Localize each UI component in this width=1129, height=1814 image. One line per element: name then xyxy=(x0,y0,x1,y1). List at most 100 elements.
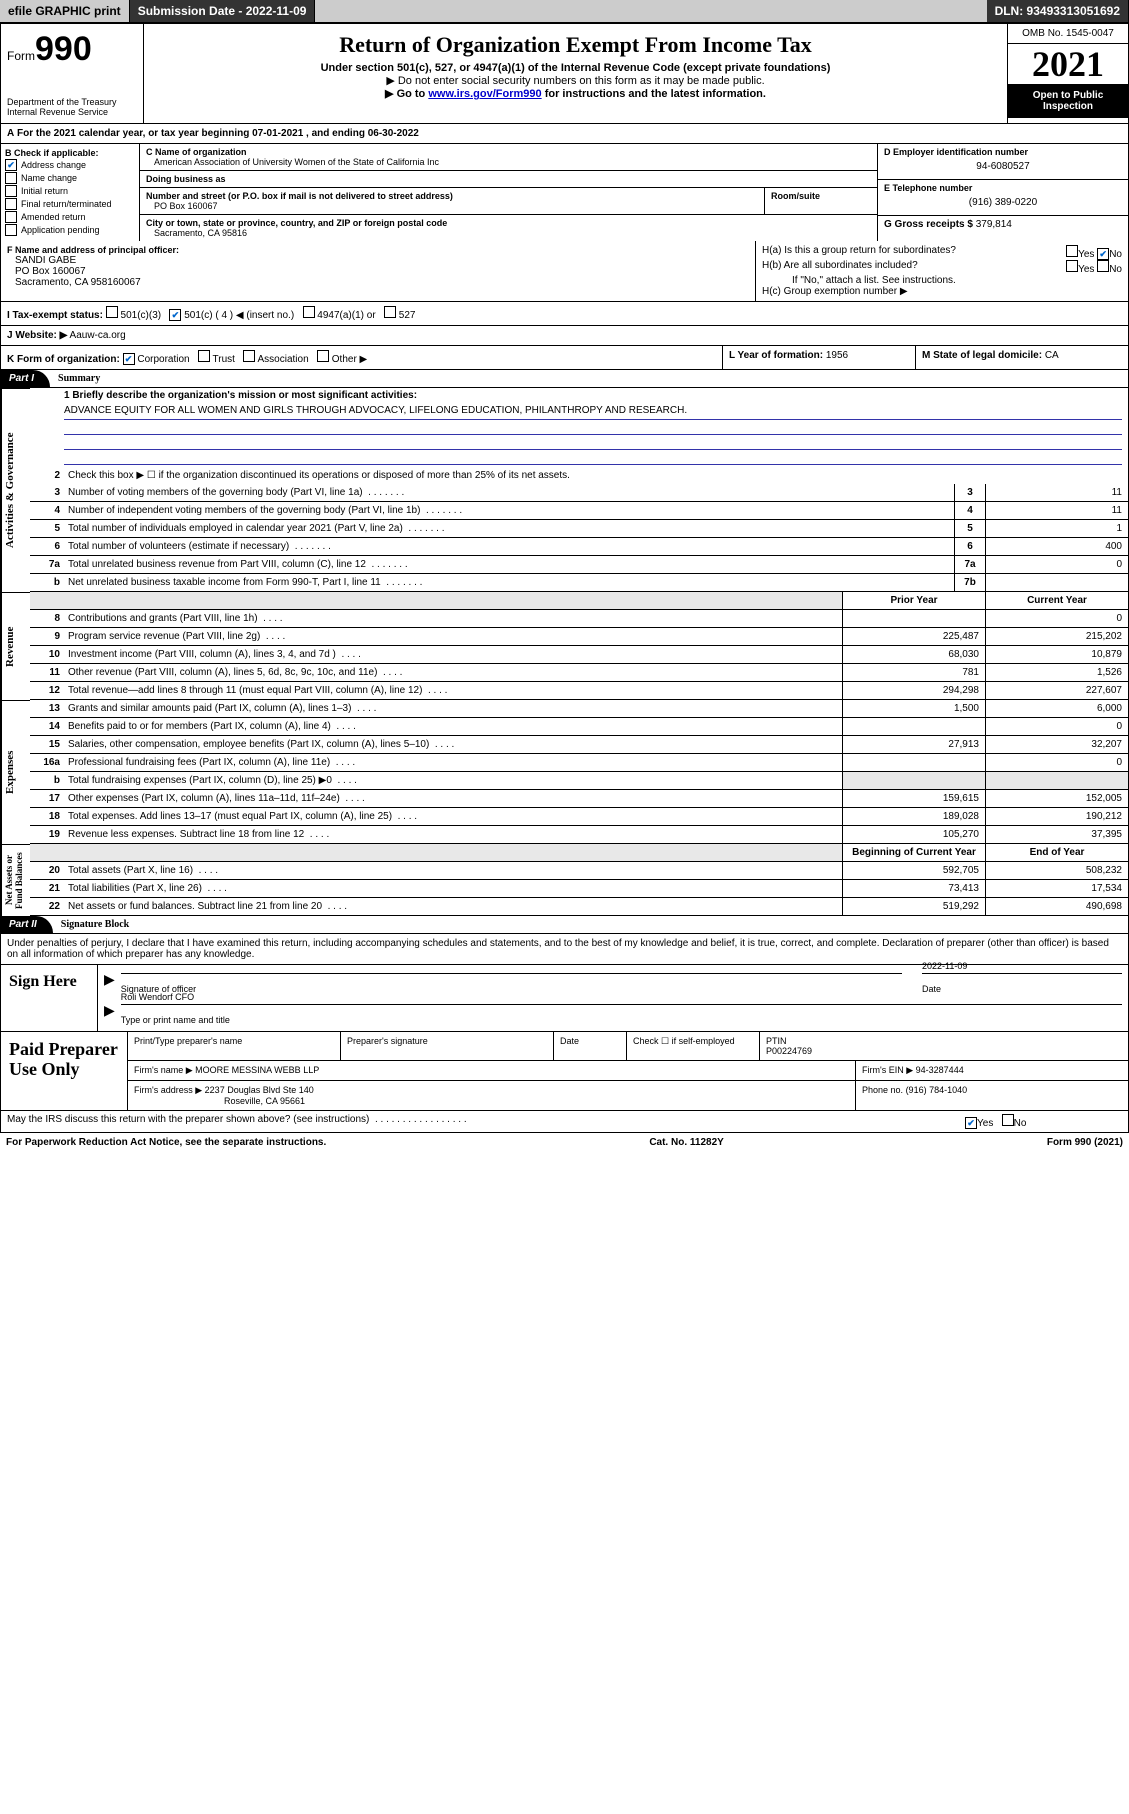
ein-value: 94-6080527 xyxy=(884,157,1122,176)
sign-here-label: Sign Here xyxy=(1,965,97,1031)
irs-label: Internal Revenue Service xyxy=(7,107,137,117)
e-label: E Telephone number xyxy=(884,183,1122,193)
prep-date-label: Date xyxy=(554,1032,627,1060)
col-prior: Prior Year xyxy=(842,592,985,609)
vlabel-net: Net Assets orFund Balances xyxy=(1,844,30,916)
line-6: 6Total number of volunteers (estimate if… xyxy=(30,538,1128,556)
irs-link[interactable]: www.irs.gov/Form990 xyxy=(428,88,541,100)
mission-text: ADVANCE EQUITY FOR ALL WOMEN AND GIRLS T… xyxy=(64,405,1122,420)
i-opt1: 501(c)(3) xyxy=(121,310,162,321)
org-street: PO Box 160067 xyxy=(146,201,758,211)
k-opt-box[interactable] xyxy=(317,350,329,362)
prep-sig-label: Preparer's signature xyxy=(341,1032,554,1060)
org-city: Sacramento, CA 95816 xyxy=(146,228,871,238)
h-b-answer: Yes No xyxy=(1066,260,1122,275)
open-line2: Inspection xyxy=(1010,101,1126,112)
c-dba-label: Doing business as xyxy=(146,174,871,184)
checkbox-application-pending[interactable]: Application pending xyxy=(5,224,135,236)
section-m: M State of legal domicile: CA xyxy=(916,346,1128,369)
h-a-answer: Yes ✔No xyxy=(1066,245,1122,260)
form-header: Form990 Department of the Treasury Inter… xyxy=(0,23,1129,124)
officer-h-row: F Name and address of principal officer:… xyxy=(0,241,1129,302)
officer-name: SANDI GABE xyxy=(7,255,749,266)
checkbox-final-return-terminated[interactable]: Final return/terminated xyxy=(5,198,135,210)
may-irs-yes-box[interactable]: ✔ xyxy=(965,1117,977,1129)
topbar-spacer xyxy=(315,0,986,22)
c-room-label: Room/suite xyxy=(764,188,877,214)
ptin-label: PTIN xyxy=(766,1036,1122,1046)
m-value: CA xyxy=(1045,350,1059,361)
g-label: G Gross receipts $ xyxy=(884,219,973,230)
website-row: J Website: ▶ Aauw-ca.org xyxy=(0,326,1129,346)
firm-phone-value: (916) 784-1040 xyxy=(906,1085,968,1095)
checkbox-address-change[interactable]: ✔Address change xyxy=(5,159,135,171)
sig-date-line: 2022-11-09 xyxy=(922,973,1122,974)
prep-check-label: Check ☐ if self-employed xyxy=(627,1032,760,1060)
section-i: I Tax-exempt status: 501(c)(3) ✔ 501(c) … xyxy=(1,302,1128,325)
form-note-2: ▶ Go to www.irs.gov/Form990 for instruct… xyxy=(152,87,999,100)
section-f: F Name and address of principal officer:… xyxy=(1,241,756,301)
submission-date: Submission Date - 2022-11-09 xyxy=(130,0,316,22)
arrow-icon: ▶ xyxy=(104,971,115,994)
sig-officer-line[interactable] xyxy=(121,973,902,974)
i-opt2-box[interactable]: ✔ xyxy=(169,309,181,321)
checkbox-name-change[interactable]: Name change xyxy=(5,172,135,184)
form-subtitle: Under section 501(c), 527, or 4947(a)(1)… xyxy=(152,62,999,74)
line-15: 15Salaries, other compensation, employee… xyxy=(30,736,1128,754)
section-rev: Revenue Prior Year Current Year 8Contrib… xyxy=(0,592,1129,700)
part1-tab: Part I xyxy=(1,370,50,387)
h-c-label: H(c) Group exemption number ▶ xyxy=(762,286,1122,297)
checkbox-amended-return[interactable]: Amended return xyxy=(5,211,135,223)
col-current: Current Year xyxy=(985,592,1128,609)
may-irs-no-box[interactable] xyxy=(1002,1114,1014,1126)
col-begin: Beginning of Current Year xyxy=(842,844,985,861)
k-opt-box[interactable] xyxy=(198,350,210,362)
firm-addr1: 2237 Douglas Blvd Ste 140 xyxy=(205,1085,314,1095)
line-3: 3Number of voting members of the governi… xyxy=(30,484,1128,502)
note2-post: for instructions and the latest informat… xyxy=(542,88,766,100)
efile-print-button[interactable]: efile GRAPHIC print xyxy=(0,0,130,22)
k-opt-box[interactable]: ✔ xyxy=(123,353,135,365)
section-j: J Website: ▶ Aauw-ca.org xyxy=(1,326,1128,345)
firm-addr2: Roseville, CA 95661 xyxy=(134,1096,849,1106)
tax-year: 2021 xyxy=(1008,44,1128,84)
i-opt3-box[interactable] xyxy=(303,306,315,318)
website-value[interactable]: Aauw-ca.org xyxy=(70,330,126,341)
i-opt4-box[interactable] xyxy=(384,306,396,318)
officer-street: PO Box 160067 xyxy=(7,266,749,277)
firm-name: Firm's name ▶ MOORE MESSINA WEBB LLP xyxy=(128,1061,856,1080)
m-label: M State of legal domicile: xyxy=(922,350,1042,361)
prep-ptin: PTIN P00224769 xyxy=(760,1032,1128,1060)
k-label: K Form of organization: xyxy=(7,354,120,365)
c-city-label: City or town, state or province, country… xyxy=(146,218,871,228)
firm-addr-label: Firm's address ▶ xyxy=(134,1085,202,1095)
sig-name-label: Type or print name and title xyxy=(121,1015,1122,1025)
section-b: B Check if applicable: ✔Address changeNa… xyxy=(1,144,140,241)
i-opt4: 527 xyxy=(399,310,416,321)
l-label: L Year of formation: xyxy=(729,350,823,361)
line-8: 8Contributions and grants (Part VIII, li… xyxy=(30,610,1128,628)
line-20: 20Total assets (Part X, line 16) . . . .… xyxy=(30,862,1128,880)
dept-label: Department of the Treasury xyxy=(7,97,137,107)
firm-phone-label: Phone no. xyxy=(862,1085,903,1095)
line-14: 14Benefits paid to or for members (Part … xyxy=(30,718,1128,736)
line-4: 4Number of independent voting members of… xyxy=(30,502,1128,520)
part2-title: Signature Block xyxy=(53,916,137,933)
part2-header: Part II Signature Block xyxy=(0,916,1129,934)
line-9: 9Program service revenue (Part VIII, lin… xyxy=(30,628,1128,646)
checkbox-initial-return[interactable]: Initial return xyxy=(5,185,135,197)
i-opt1-box[interactable] xyxy=(106,306,118,318)
k-opt-box[interactable] xyxy=(243,350,255,362)
line-7a: 7aTotal unrelated business revenue from … xyxy=(30,556,1128,574)
section-deg: D Employer identification number 94-6080… xyxy=(878,144,1128,241)
firm-phone: Phone no. (916) 784-1040 xyxy=(856,1081,1128,1110)
section-c: C Name of organization American Associat… xyxy=(140,144,878,241)
officer-city: Sacramento, CA 958160067 xyxy=(7,277,749,288)
footer-left: For Paperwork Reduction Act Notice, see … xyxy=(6,1137,326,1148)
line-b: bTotal fundraising expenses (Part IX, co… xyxy=(30,772,1128,790)
form-title: Return of Organization Exempt From Incom… xyxy=(152,32,999,58)
period-line: A For the 2021 calendar year, or tax yea… xyxy=(0,124,1129,144)
d-label: D Employer identification number xyxy=(884,147,1122,157)
info-block: B Check if applicable: ✔Address changeNa… xyxy=(0,144,1129,241)
omb-number: OMB No. 1545-0047 xyxy=(1008,24,1128,44)
